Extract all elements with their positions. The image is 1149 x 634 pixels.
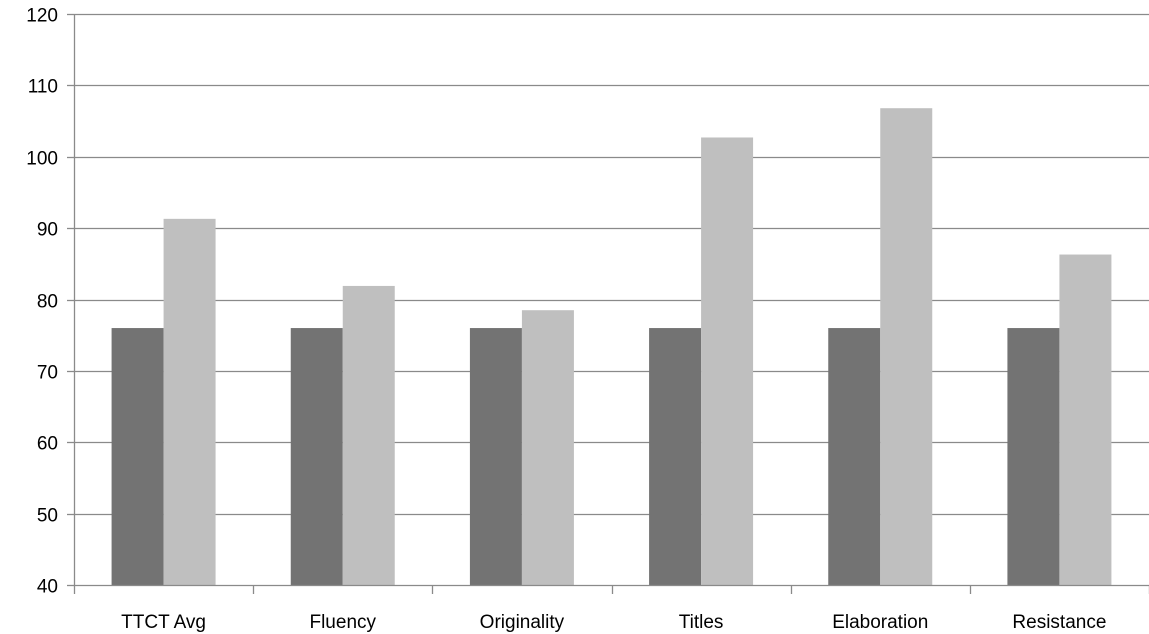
x-tick-labels: TTCT Avg Fluency Originality Titles Elaborat…: [121, 612, 1106, 633]
y-tick-label: 80: [37, 292, 58, 313]
bar-series1-titles: [649, 328, 702, 585]
bars: [111, 108, 1112, 585]
y-tick-label: 40: [37, 577, 58, 598]
bar-series1-ttct-avg: [111, 328, 164, 585]
bar-series2-ttct-avg: [163, 218, 216, 585]
bar-series2-fluency: [342, 285, 395, 585]
axes: [67, 13, 1149, 594]
y-tick-labels: 40 50 60 70 80 90 100 110 120: [26, 6, 58, 598]
x-tick-label: Elaboration: [832, 612, 928, 633]
y-tick-label: 110: [28, 77, 58, 98]
bar-series2-resistance: [1059, 254, 1112, 585]
x-tick-label: Titles: [679, 612, 724, 633]
y-tick-label: 90: [37, 220, 58, 241]
x-tick-label: TTCT Avg: [121, 612, 206, 633]
bar-series1-elaboration: [828, 328, 881, 585]
y-tick-label: 60: [37, 434, 58, 455]
y-tick-label: 100: [26, 149, 58, 170]
bar-series2-elaboration: [880, 108, 933, 585]
bar-series1-originality: [469, 328, 522, 585]
gridlines: [74, 13, 1149, 516]
bar-series2-titles: [701, 137, 754, 585]
y-tick-label: 50: [37, 506, 58, 527]
x-tick-label: Resistance: [1012, 612, 1106, 633]
x-tick-label: Originality: [480, 612, 565, 633]
y-tick-label: 70: [37, 363, 58, 384]
bar-series1-fluency: [290, 328, 343, 585]
bar-series2-originality: [521, 310, 574, 585]
bar-series1-resistance: [1007, 328, 1060, 585]
x-tick-label: Fluency: [309, 612, 376, 633]
y-tick-label: 120: [26, 6, 58, 27]
